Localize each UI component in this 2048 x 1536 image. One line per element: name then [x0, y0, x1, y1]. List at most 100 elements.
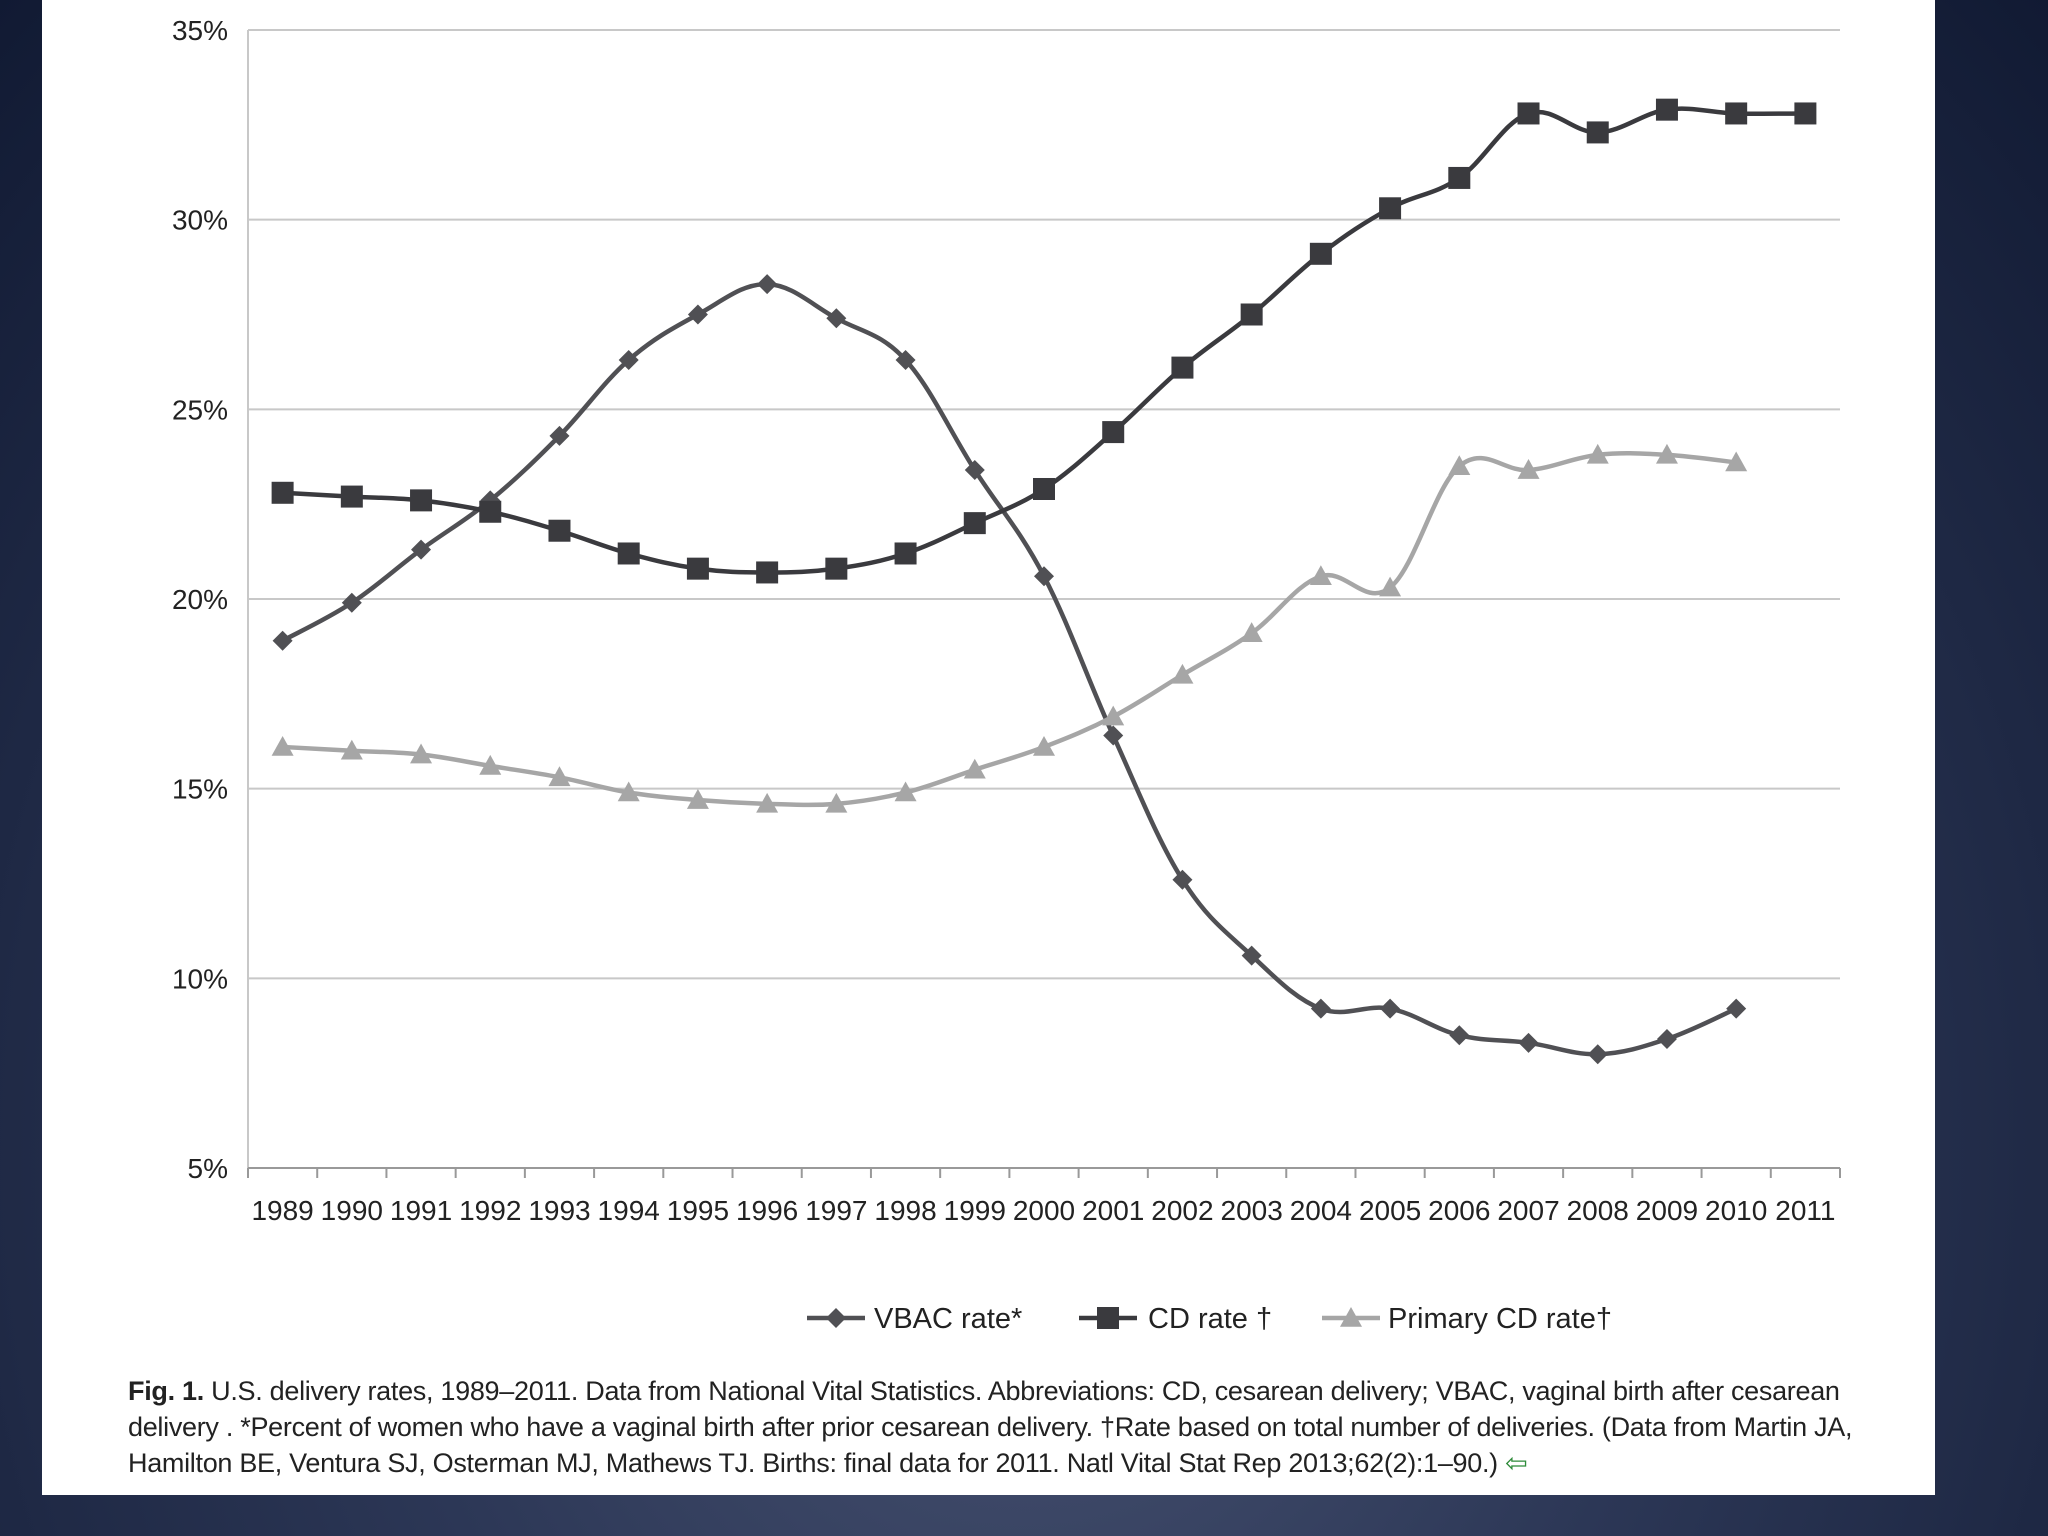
data-point: [1655, 443, 1678, 464]
legend-item-3: Primary CD rate†: [1322, 1303, 1612, 1335]
data-point: [548, 519, 571, 542]
series-lines: [271, 98, 1817, 1065]
data-point: [549, 425, 570, 446]
x-tick-labels: 1989 1990 1991 1992 1993 1994 1995 1996 1997 1998…: [251, 1195, 1835, 1226]
caption-text: U.S. delivery rates, 1989–2011. Data fro…: [128, 1376, 1853, 1478]
data-point: [825, 557, 848, 580]
data-point: [963, 758, 986, 779]
data-point: [1102, 705, 1125, 726]
data-point: [1656, 1029, 1677, 1050]
data-point: [894, 542, 917, 565]
data-point: [686, 557, 709, 580]
x-tick-label: 2007: [1497, 1195, 1559, 1226]
y-tick-label: 20%: [172, 584, 228, 615]
x-tick-label: 2011: [1775, 1195, 1835, 1226]
data-point: [340, 485, 363, 508]
x-tick-label: 2002: [1151, 1195, 1213, 1226]
data-point: [617, 542, 640, 565]
data-point: [686, 789, 709, 809]
data-point: [1726, 998, 1747, 1019]
data-point: [1310, 998, 1331, 1019]
x-tick-label: 2010: [1705, 1195, 1767, 1226]
data-point: [479, 500, 502, 523]
data-point: [1586, 443, 1609, 464]
data-point: [1309, 242, 1332, 265]
x-tick-label: 1994: [598, 1195, 660, 1226]
x-tick-label: 1990: [321, 1195, 383, 1226]
figure-caption: Fig. 1. U.S. delivery rates, 1989–2011. …: [128, 1373, 1898, 1481]
data-point: [1517, 102, 1540, 125]
data-point: [548, 766, 571, 787]
data-point: [1171, 663, 1194, 684]
data-point: [1379, 576, 1402, 597]
x-tick-label: 1998: [874, 1195, 936, 1226]
data-point: [1171, 356, 1194, 379]
legend: VBAC rate* CD rate † Primary CD rate†: [807, 1303, 1612, 1335]
data-point: [1725, 451, 1748, 472]
data-point: [410, 489, 433, 512]
back-arrow-icon[interactable]: ⇦: [1505, 1448, 1528, 1478]
series-line: [281, 281, 1738, 1057]
data-point: [963, 512, 986, 535]
x-tick-label: 2005: [1359, 1195, 1421, 1226]
legend-item-1: VBAC rate*: [807, 1303, 1022, 1335]
data-point: [756, 561, 779, 584]
data-point: [1517, 459, 1540, 479]
data-point: [1309, 565, 1332, 586]
x-tick-label: 1995: [667, 1195, 729, 1226]
data-point: [1172, 869, 1193, 890]
y-tick-label: 25%: [172, 394, 228, 425]
data-point: [1725, 102, 1748, 125]
data-point: [1448, 455, 1471, 476]
data-point: [894, 781, 917, 802]
data-point: [479, 754, 502, 775]
data-point: [271, 481, 294, 504]
data-point: [1033, 735, 1055, 756]
data-point: [1379, 197, 1402, 220]
data-point: [1449, 1025, 1470, 1046]
legend-marker: [1340, 1307, 1362, 1327]
y-tick-labels: 5% 10% 15% 20% 25% 30% 35%: [172, 15, 228, 1184]
x-tick-label: 2008: [1567, 1195, 1629, 1226]
data-point: [340, 739, 363, 760]
data-point: [1586, 121, 1609, 144]
data-point: [895, 350, 916, 371]
y-tick-label: 30%: [172, 205, 228, 236]
data-point: [1380, 998, 1401, 1019]
x-tick-label: 2000: [1013, 1195, 1075, 1226]
data-point: [1103, 725, 1124, 746]
data-point: [341, 592, 362, 613]
data-point: [1518, 1032, 1539, 1053]
data-point: [617, 781, 640, 802]
figure-panel: 5% 10% 15% 20% 25% 30% 35% 1989 1990 1991 1992 199…: [42, 0, 1935, 1495]
line-chart: 5%10%15%20%25%30%35% 1989 1990 1991 1992 199…: [172, 15, 1841, 1335]
x-tick-label: 2006: [1428, 1195, 1490, 1226]
y-tick-label: 10%: [172, 963, 228, 994]
data-point: [1794, 102, 1817, 125]
series-3: [271, 443, 1748, 813]
series-2: [271, 98, 1817, 584]
x-tick-label: 2009: [1636, 1195, 1698, 1226]
data-point: [757, 274, 778, 295]
x-tick-label: 1991: [390, 1195, 452, 1226]
caption-label: Fig. 1.: [128, 1376, 204, 1406]
y-tick-label: 15%: [172, 774, 228, 805]
data-point: [826, 308, 847, 329]
data-point: [756, 792, 779, 813]
x-tick-label: 1996: [736, 1195, 798, 1226]
data-point: [1655, 98, 1678, 121]
data-point: [411, 539, 432, 560]
x-tick-label: 1997: [805, 1195, 867, 1226]
data-point: [1587, 1044, 1608, 1065]
x-tick-label: 2001: [1082, 1195, 1144, 1226]
data-point: [1033, 477, 1055, 500]
data-point: [271, 735, 294, 756]
data-point: [410, 743, 433, 764]
x-tick-label: 1989: [251, 1195, 313, 1226]
legend-marker: [1097, 1307, 1119, 1329]
data-point: [1240, 303, 1263, 326]
data-point: [1034, 566, 1054, 587]
legend-item-2: CD rate †: [1079, 1303, 1272, 1335]
data-point: [618, 350, 639, 371]
series-line: [282, 106, 1806, 575]
